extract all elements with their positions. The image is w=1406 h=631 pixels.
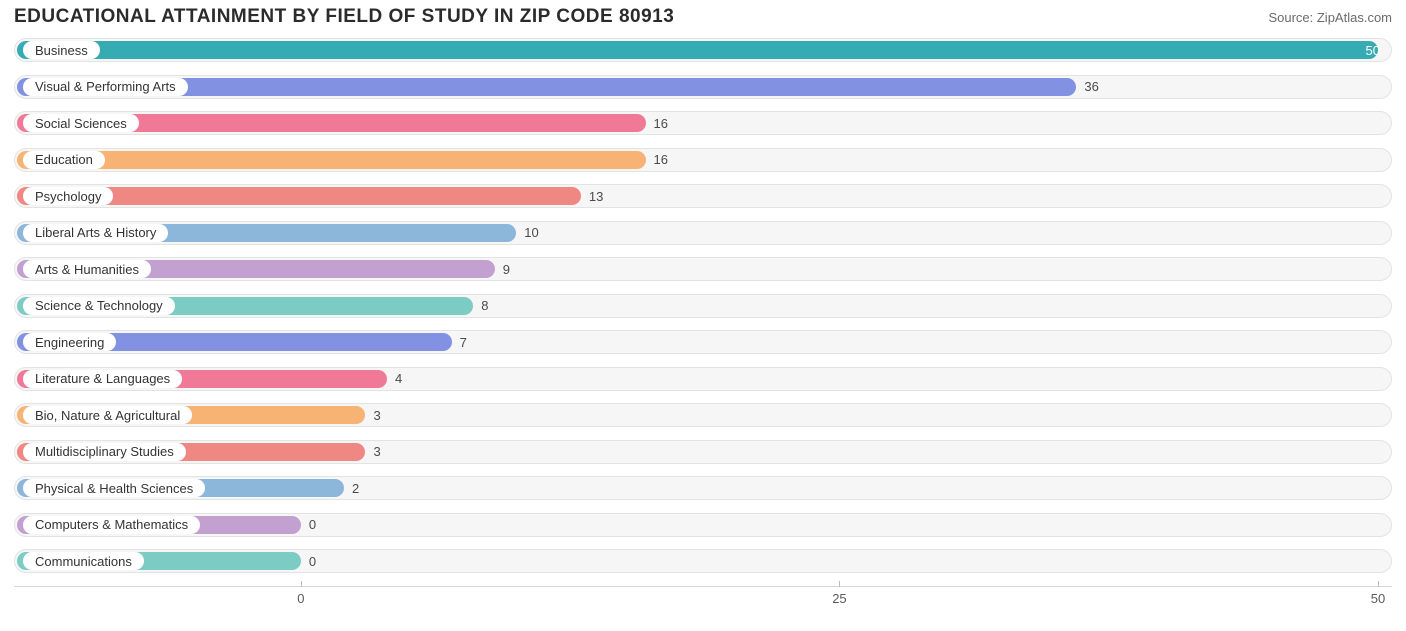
bar-fill: [17, 41, 1378, 59]
category-pill: Arts & Humanities: [23, 260, 151, 278]
value-label: 16: [654, 111, 668, 135]
bar-row: Multidisciplinary Studies 3: [14, 440, 1392, 464]
bar-row: Engineering 7: [14, 330, 1392, 354]
bar-fill: [17, 151, 646, 169]
axis-tick-label: 0: [297, 591, 304, 606]
category-pill: Liberal Arts & History: [23, 224, 168, 242]
bar-row: Liberal Arts & History 10: [14, 221, 1392, 245]
category-pill: Business: [23, 41, 100, 59]
value-label: 3: [373, 440, 380, 464]
category-pill: Communications: [23, 552, 144, 570]
chart-title: Educational Attainment by Field of Study…: [14, 6, 674, 28]
category-pill: Computers & Mathematics: [23, 516, 200, 534]
axis-tick-label: 50: [1371, 591, 1385, 606]
category-pill: Engineering: [23, 333, 116, 351]
bar-row: Communications 0: [14, 549, 1392, 573]
category-pill: Bio, Nature & Agricultural: [23, 406, 192, 424]
bar-row: Education 16: [14, 148, 1392, 172]
chart-header: Educational Attainment by Field of Study…: [0, 0, 1406, 38]
bar-row: Physical & Health Sciences 2: [14, 476, 1392, 500]
category-pill: Social Sciences: [23, 114, 139, 132]
bar-row: Science & Technology 8: [14, 294, 1392, 318]
x-axis: 0 25 50: [14, 586, 1392, 616]
category-pill: Physical & Health Sciences: [23, 479, 205, 497]
bar-row: Business 50: [14, 38, 1392, 62]
value-label: 10: [524, 221, 538, 245]
chart-source: Source: ZipAtlas.com: [1268, 6, 1392, 25]
value-label: 0: [309, 549, 316, 573]
bar-chart: Business 50 Visual & Performing Arts 36 Soci…: [0, 38, 1406, 573]
axis-tick: [301, 581, 302, 587]
category-pill: Education: [23, 151, 105, 169]
value-label: 8: [481, 294, 488, 318]
value-label: 13: [589, 184, 603, 208]
category-pill: Multidisciplinary Studies: [23, 443, 186, 461]
value-label: 9: [503, 257, 510, 281]
category-pill: Psychology: [23, 187, 113, 205]
value-label: 0: [309, 513, 316, 537]
bar-row: Literature & Languages 4: [14, 367, 1392, 391]
category-pill: Literature & Languages: [23, 370, 182, 388]
axis-tick: [839, 581, 840, 587]
value-label: 36: [1084, 75, 1098, 99]
value-label: 50: [1366, 38, 1380, 62]
value-label: 2: [352, 476, 359, 500]
bar-row: Computers & Mathematics 0: [14, 513, 1392, 537]
bar-row: Visual & Performing Arts 36: [14, 75, 1392, 99]
value-label: 4: [395, 367, 402, 391]
axis-tick: [1378, 581, 1379, 587]
bar-row: Psychology 13: [14, 184, 1392, 208]
category-pill: Visual & Performing Arts: [23, 78, 188, 96]
value-label: 7: [460, 330, 467, 354]
bar-row: Bio, Nature & Agricultural 3: [14, 403, 1392, 427]
value-label: 3: [373, 403, 380, 427]
value-label: 16: [654, 148, 668, 172]
bar-row: Social Sciences 16: [14, 111, 1392, 135]
category-pill: Science & Technology: [23, 297, 175, 315]
bar-row: Arts & Humanities 9: [14, 257, 1392, 281]
axis-tick-label: 25: [832, 591, 846, 606]
